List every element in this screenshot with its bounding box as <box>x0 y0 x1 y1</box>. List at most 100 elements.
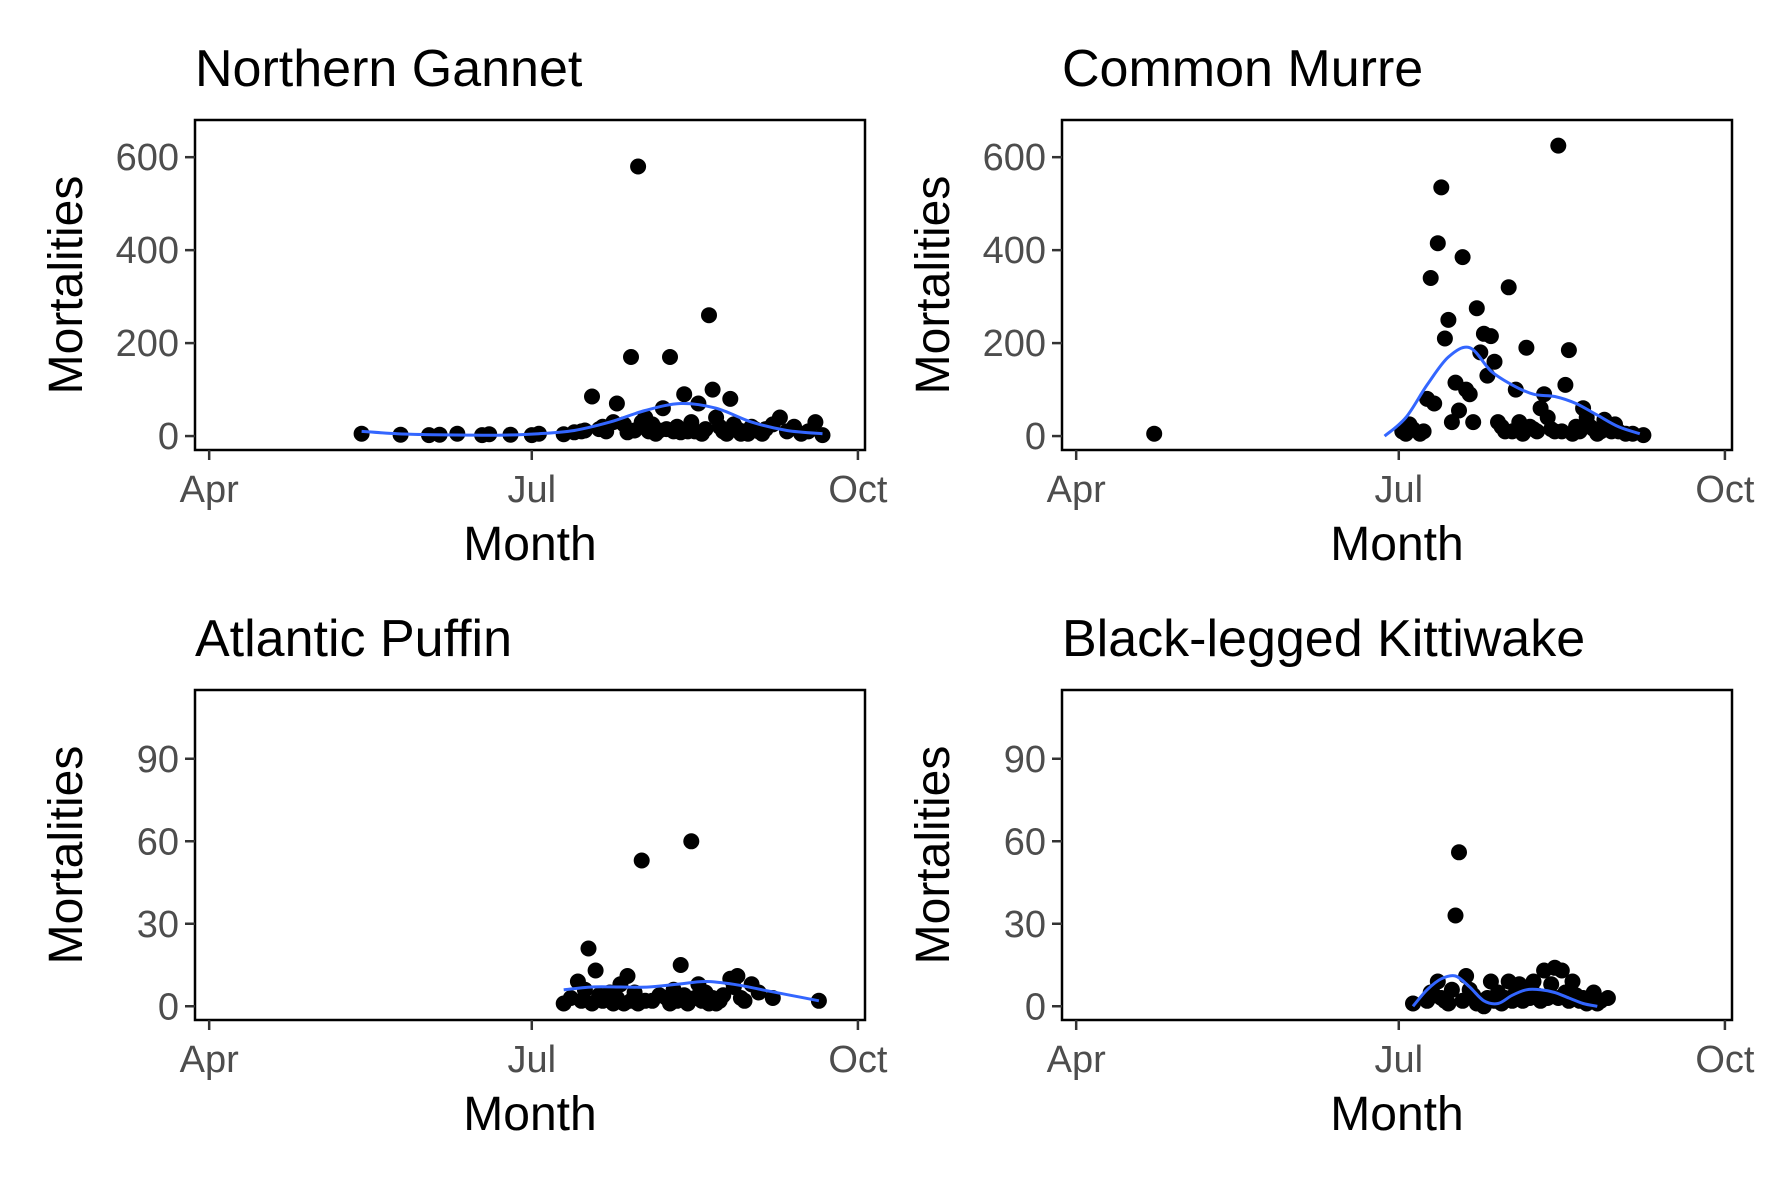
data-point <box>1599 990 1616 1006</box>
data-point <box>1529 423 1545 440</box>
data-point <box>1486 353 1503 370</box>
data-point <box>807 414 824 431</box>
data-point <box>1635 427 1652 444</box>
panel-title: Black-legged Kittiwake <box>1062 610 1585 668</box>
data-point <box>1415 423 1432 440</box>
data-point <box>1525 973 1542 990</box>
data-point <box>1465 414 1482 431</box>
panel-title: Common Murre <box>1062 40 1423 98</box>
y-tick-label: 60 <box>137 821 179 863</box>
data-point <box>619 968 636 984</box>
data-point <box>1146 425 1163 442</box>
x-tick-label: Jul <box>507 469 556 511</box>
data-point <box>729 968 746 984</box>
data-point <box>1422 270 1439 286</box>
data-point <box>1440 311 1457 328</box>
x-axis-title: Month <box>1330 1088 1463 1141</box>
y-tick-label: 200 <box>116 323 179 365</box>
x-axis-title: Month <box>463 1088 596 1141</box>
data-point <box>704 381 721 398</box>
x-tick-label: Apr <box>1047 469 1106 511</box>
smooth-trend-line <box>361 401 823 437</box>
data-point <box>1550 137 1567 154</box>
data-point <box>662 349 678 365</box>
panel-black-legged-kittiwake: Black-legged Kittiwake Month Mortalities… <box>907 610 1755 1141</box>
y-tick-label: 30 <box>1004 904 1046 946</box>
data-point <box>736 992 753 1009</box>
data-point <box>1479 367 1496 384</box>
data-point <box>1482 328 1499 345</box>
data-point <box>1433 179 1450 196</box>
y-tick-label: 400 <box>983 230 1046 272</box>
data-point <box>722 390 739 407</box>
data-point <box>701 307 717 324</box>
data-point <box>584 388 600 405</box>
data-point <box>1443 414 1460 431</box>
data-point <box>1472 344 1489 361</box>
x-tick-label: Apr <box>180 469 239 511</box>
y-tick-label: 0 <box>158 986 179 1028</box>
y-tick-label: 0 <box>158 416 179 458</box>
data-point <box>1451 844 1467 861</box>
x-tick-label: Oct <box>1695 1039 1755 1081</box>
smooth-trend-line <box>1383 345 1641 438</box>
data-point <box>1447 907 1464 924</box>
data-point <box>1500 279 1517 296</box>
y-tick-label: 200 <box>983 323 1046 365</box>
data-point <box>1553 962 1570 979</box>
plot-border <box>1060 688 1734 1022</box>
y-axis-title: Mortalities <box>907 746 960 965</box>
y-tick-label: 30 <box>137 904 179 946</box>
y-tick-label: 0 <box>1025 416 1046 458</box>
x-tick-label: Oct <box>828 469 888 511</box>
data-point <box>1436 330 1453 347</box>
x-tick-label: Oct <box>1695 469 1755 511</box>
plot-border <box>193 688 867 1022</box>
y-tick-label: 0 <box>1025 986 1046 1028</box>
data-point <box>1461 386 1478 403</box>
smooth-trend-line <box>563 979 820 1003</box>
panel-atlantic-puffin: Atlantic Puffin Month Mortalities Apr Jul… <box>40 610 888 1141</box>
x-tick-label: Oct <box>828 1039 888 1081</box>
data-point <box>676 386 693 403</box>
data-point <box>623 349 639 365</box>
data-point <box>1468 300 1485 317</box>
x-tick-label: Jul <box>1374 1039 1423 1081</box>
panel-common-murre: Common Murre Month Mortalities Apr Jul Oct… <box>907 40 1755 571</box>
y-tick-label: 60 <box>1004 821 1046 863</box>
data-point <box>1557 376 1574 393</box>
data-point <box>1564 973 1581 990</box>
data-point <box>1458 968 1475 984</box>
data-point <box>633 852 650 869</box>
y-axis-title: Mortalities <box>40 746 93 965</box>
data-point <box>608 395 625 412</box>
y-tick-label: 400 <box>116 230 179 272</box>
panel-northern-gannet: Northern Gannet Month Mortalities Apr Jul… <box>40 40 888 571</box>
data-point <box>580 940 597 957</box>
data-point <box>1451 402 1467 419</box>
plot-border <box>1060 118 1734 452</box>
smooth-trend-line <box>1411 974 1598 1008</box>
data-point <box>1560 342 1577 359</box>
panel-title: Atlantic Puffin <box>195 610 512 668</box>
data-point <box>353 425 370 442</box>
data-point <box>1518 339 1535 356</box>
data-point <box>630 158 647 175</box>
data-point <box>814 427 831 444</box>
x-tick-label: Apr <box>180 1039 239 1081</box>
panel-title: Northern Gannet <box>195 40 583 98</box>
data-point <box>683 833 700 850</box>
data-point <box>587 962 604 979</box>
x-axis-title: Month <box>1330 518 1463 571</box>
data-point <box>771 409 788 426</box>
data-point <box>1429 235 1446 252</box>
y-tick-label: 600 <box>983 137 1046 179</box>
x-tick-label: Jul <box>1374 469 1423 511</box>
data-point <box>1440 995 1457 1012</box>
data-point <box>576 981 593 998</box>
data-point <box>1543 976 1560 993</box>
data-point <box>672 957 689 973</box>
data-point <box>1454 249 1471 266</box>
y-tick-label: 90 <box>1004 739 1046 781</box>
